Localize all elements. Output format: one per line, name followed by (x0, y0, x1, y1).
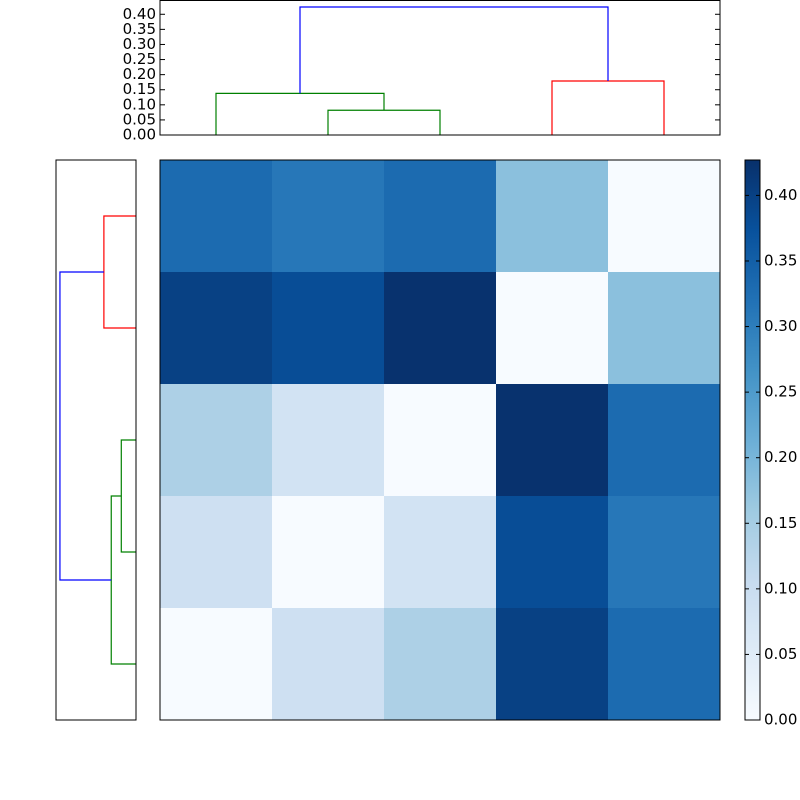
heatmap-cell (608, 384, 721, 497)
heatmap-cell (272, 272, 385, 385)
colorbar-tick-label: 0.10 (764, 579, 797, 597)
heatmap-cell (272, 384, 385, 497)
heatmap-cell (384, 272, 497, 385)
heatmap-cell (608, 608, 721, 721)
y-tick-label: 0.05 (123, 110, 156, 128)
heatmap-cell (272, 160, 385, 273)
colorbar-tick-label: 0.35 (764, 251, 797, 269)
heatmap-cell (496, 384, 609, 497)
y-tick-label: 0.40 (123, 5, 156, 23)
dendrogram-link (327, 109, 441, 135)
heatmap-cell (160, 496, 273, 609)
colorbar-tick-label: 0.00 (764, 711, 797, 729)
heatmap-cell (160, 272, 273, 385)
dendrogram-link (103, 215, 136, 329)
dendrogram-link (551, 80, 665, 135)
axes-frame (159, 0, 721, 136)
colorbar-tick-label: 0.25 (764, 383, 797, 401)
heatmap-cell (160, 384, 273, 497)
colorbar-tick-label: 0.15 (764, 514, 797, 532)
dendrogram-link (59, 271, 112, 581)
heatmap-cell (160, 608, 273, 721)
heatmap-cell (608, 272, 721, 385)
y-tick-label: 0.00 (123, 126, 156, 144)
heatmap-cell (272, 608, 385, 721)
heatmap-cell (384, 384, 497, 497)
dendrogram-link (110, 495, 136, 665)
heatmap-cell (384, 608, 497, 721)
axes-frame (55, 159, 137, 721)
y-tick-label: 0.35 (123, 20, 156, 38)
heatmap-cell (272, 496, 385, 609)
y-tick-label: 0.20 (123, 65, 156, 83)
heatmap-cell (384, 160, 497, 273)
colorbar (744, 159, 761, 721)
axes-frame (159, 159, 721, 721)
dendrogram-link (299, 6, 609, 94)
heatmap-cell (608, 160, 721, 273)
heatmap-cell (496, 160, 609, 273)
colorbar-tick-label: 0.30 (764, 317, 797, 335)
heatmap-cell (608, 496, 721, 609)
y-tick-label: 0.25 (123, 50, 156, 68)
heatmap-cell (496, 272, 609, 385)
y-tick-label: 0.15 (123, 80, 156, 98)
dendrogram-link (215, 92, 385, 135)
y-tick-label: 0.30 (123, 35, 156, 53)
heatmap-cell (496, 496, 609, 609)
heatmap-cell (496, 608, 609, 721)
colorbar-tick-label: 0.05 (764, 645, 797, 663)
heatmap-cell (384, 496, 497, 609)
dendrogram-link (120, 439, 136, 553)
y-tick-label: 0.10 (123, 95, 156, 113)
heatmap-cell (160, 160, 273, 273)
colorbar-tick-label: 0.40 (764, 186, 797, 204)
colorbar-tick-label: 0.20 (764, 448, 797, 466)
